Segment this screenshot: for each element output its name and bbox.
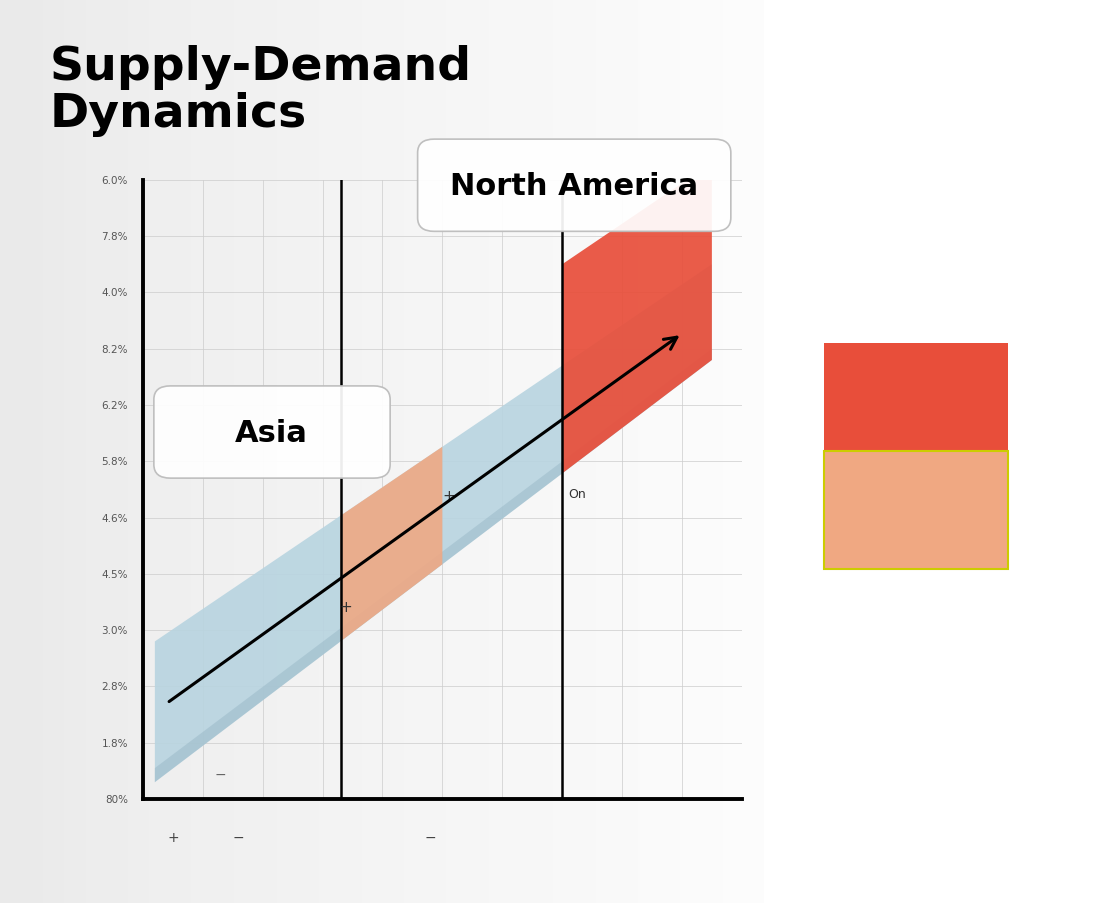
Polygon shape <box>155 349 712 782</box>
Text: 4.6%: 4.6% <box>101 513 127 523</box>
FancyBboxPatch shape <box>824 343 1009 461</box>
Text: +: + <box>442 489 455 504</box>
Text: 7.8%: 7.8% <box>101 232 127 242</box>
Text: North America: North America <box>449 172 698 200</box>
Text: −: − <box>424 830 436 844</box>
Text: 3.0%: 3.0% <box>101 626 127 636</box>
Text: Asia: Asia <box>235 418 308 447</box>
Polygon shape <box>155 265 712 782</box>
Text: 2.8%: 2.8% <box>101 682 127 692</box>
Text: +: + <box>167 830 179 844</box>
Text: 1.8%: 1.8% <box>101 738 127 748</box>
Text: −: − <box>233 830 244 844</box>
Text: On: On <box>568 487 586 500</box>
Text: Supply-Demand
Dynamics: Supply-Demand Dynamics <box>49 45 471 136</box>
Text: 5.8%: 5.8% <box>101 457 127 467</box>
FancyBboxPatch shape <box>824 452 1009 569</box>
Polygon shape <box>341 447 442 642</box>
Text: +: + <box>338 600 352 615</box>
Text: 6.2%: 6.2% <box>101 401 127 411</box>
Text: −: − <box>215 767 226 781</box>
Text: 80%: 80% <box>104 794 127 805</box>
Polygon shape <box>563 163 712 474</box>
Text: 6.0%: 6.0% <box>101 175 127 186</box>
Text: 4.0%: 4.0% <box>101 288 127 298</box>
Text: 4.5%: 4.5% <box>101 569 127 579</box>
Text: 8.2%: 8.2% <box>101 344 127 354</box>
